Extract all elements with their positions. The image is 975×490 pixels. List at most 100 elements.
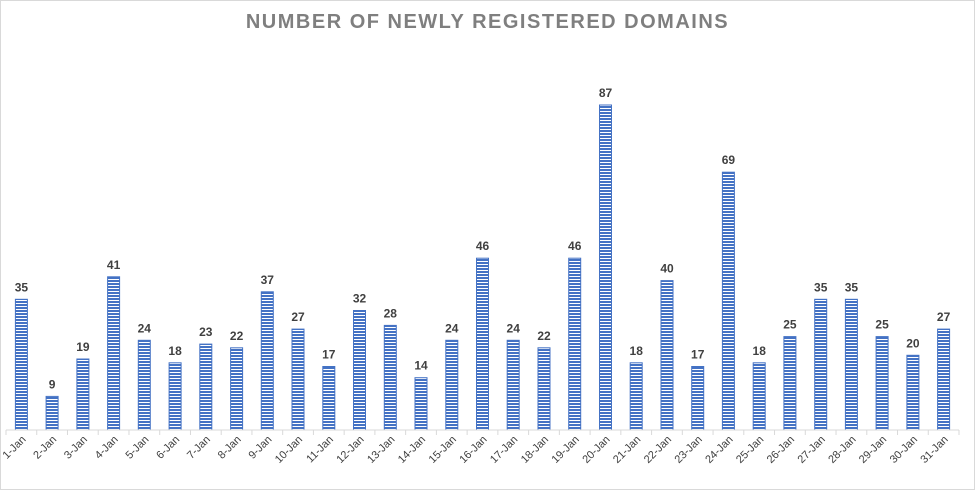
bars-group <box>14 104 951 431</box>
bar-6-Jan <box>168 362 182 431</box>
data-label-23-Jan: 17 <box>691 348 705 362</box>
x-tick-label-3-Jan: 3-Jan <box>62 434 90 462</box>
data-label-20-Jan: 87 <box>599 86 613 100</box>
bar-2-Jan <box>45 395 59 431</box>
chart-title: NUMBER OF NEWLY REGISTERED DOMAINS <box>245 11 730 33</box>
data-label-9-Jan: 37 <box>261 273 275 287</box>
data-label-5-Jan: 24 <box>138 321 152 335</box>
x-tick-label-25-Jan: 25-Jan <box>734 434 766 466</box>
x-tick-label-22-Jan: 22-Jan <box>642 434 674 466</box>
x-tick-label-12-Jan: 12-Jan <box>334 434 366 466</box>
data-label-13-Jan: 28 <box>384 306 398 320</box>
x-tick-label-4-Jan: 4-Jan <box>93 434 121 462</box>
x-tick-label-31-Jan: 31-Jan <box>918 434 950 466</box>
data-label-18-Jan: 22 <box>537 329 551 343</box>
data-label-29-Jan: 25 <box>875 318 889 332</box>
data-label-17-Jan: 24 <box>507 321 521 335</box>
data-label-28-Jan: 35 <box>845 280 859 294</box>
data-label-15-Jan: 24 <box>445 321 459 335</box>
bar-27-Jan <box>814 298 828 431</box>
bar-4-Jan <box>107 276 121 431</box>
x-tick-label-30-Jan: 30-Jan <box>888 434 920 466</box>
x-tick-label-13-Jan: 13-Jan <box>365 434 397 466</box>
x-tick-label-18-Jan: 18-Jan <box>519 434 551 466</box>
bar-28-Jan <box>844 298 858 431</box>
bar-18-Jan <box>537 347 551 431</box>
data-label-31-Jan: 27 <box>937 310 951 324</box>
x-tick-label-11-Jan: 11-Jan <box>304 434 336 466</box>
data-label-7-Jan: 23 <box>199 325 213 339</box>
x-tick-label-21-Jan: 21-Jan <box>611 434 643 466</box>
data-label-10-Jan: 27 <box>291 310 305 324</box>
data-label-19-Jan: 46 <box>568 239 582 253</box>
x-tick-label-17-Jan: 17-Jan <box>488 434 520 466</box>
x-tick-label-10-Jan: 10-Jan <box>273 434 305 466</box>
x-tick-label-26-Jan: 26-Jan <box>765 434 797 466</box>
bar-3-Jan <box>76 358 90 431</box>
bar-5-Jan <box>137 339 151 431</box>
bar-26-Jan <box>783 336 797 431</box>
x-tick-label-24-Jan: 24-Jan <box>703 434 735 466</box>
x-tick-label-27-Jan: 27-Jan <box>796 434 828 466</box>
x-tick-label-2-Jan: 2-Jan <box>31 434 59 462</box>
x-tick-label-29-Jan: 29-Jan <box>857 434 889 466</box>
bar-19-Jan <box>568 257 582 431</box>
x-tick-label-8-Jan: 8-Jan <box>216 434 244 462</box>
x-tick-label-1-Jan: 1-Jan <box>1 434 29 462</box>
data-label-21-Jan: 18 <box>630 344 644 358</box>
x-tick-label-14-Jan: 14-Jan <box>396 434 428 466</box>
data-label-2-Jan: 9 <box>49 377 56 391</box>
data-label-12-Jan: 32 <box>353 292 367 306</box>
bar-23-Jan <box>691 366 705 431</box>
bar-17-Jan <box>506 339 520 431</box>
bar-11-Jan <box>322 366 336 431</box>
data-label-14-Jan: 14 <box>414 359 428 373</box>
data-label-27-Jan: 35 <box>814 280 828 294</box>
bar-31-Jan <box>937 328 951 431</box>
bar-24-Jan <box>721 171 735 431</box>
x-tick-label-15-Jan: 15-Jan <box>427 434 459 466</box>
x-tick-label-28-Jan: 28-Jan <box>826 434 858 466</box>
x-tick-label-23-Jan: 23-Jan <box>673 434 705 466</box>
bar-16-Jan <box>476 257 489 431</box>
bar-8-Jan <box>230 347 244 431</box>
x-tick-label-7-Jan: 7-Jan <box>185 434 213 462</box>
data-label-22-Jan: 40 <box>660 262 674 276</box>
x-axis-ticks <box>5 430 960 435</box>
x-tick-label-20-Jan: 20-Jan <box>580 434 612 466</box>
bar-15-Jan <box>445 339 459 431</box>
bar-30-Jan <box>906 354 920 431</box>
x-tick-label-6-Jan: 6-Jan <box>154 434 182 462</box>
data-labels: 35 9 19 41 24 18 23 22 37 27 17 32 28 14 24 46 24 22 46 87 1… <box>15 86 951 391</box>
data-label-26-Jan: 25 <box>783 318 797 332</box>
data-label-11-Jan: 17 <box>322 348 336 362</box>
x-axis-labels: 1-Jan 2-Jan 3-Jan 4-Jan 5-Jan 6-Jan 7-Jan 8-Jan… <box>1 434 951 466</box>
data-label-24-Jan: 69 <box>722 153 736 167</box>
x-tick-label-9-Jan: 9-Jan <box>246 434 274 462</box>
data-label-25-Jan: 18 <box>753 344 767 358</box>
bar-1-Jan <box>14 298 28 431</box>
bar-22-Jan <box>660 280 674 431</box>
x-tick-label-19-Jan: 19-Jan <box>550 434 582 466</box>
bar-14-Jan <box>414 377 428 431</box>
bar-7-Jan <box>199 343 213 431</box>
data-label-16-Jan: 46 <box>476 239 490 253</box>
x-tick-label-5-Jan: 5-Jan <box>123 434 151 462</box>
data-label-8-Jan: 22 <box>230 329 244 343</box>
data-label-30-Jan: 20 <box>906 336 920 350</box>
data-label-3-Jan: 19 <box>76 340 90 354</box>
data-label-4-Jan: 41 <box>107 258 121 272</box>
bar-9-Jan <box>260 291 274 431</box>
data-label-6-Jan: 18 <box>168 344 182 358</box>
bar-10-Jan <box>291 328 305 431</box>
bar-29-Jan <box>875 336 889 431</box>
bar-21-Jan <box>629 362 643 431</box>
bar-25-Jan <box>752 362 766 431</box>
x-tick-label-16-Jan: 16-Jan <box>457 434 489 466</box>
bar-13-Jan <box>383 324 397 431</box>
bar-20-Jan <box>599 104 612 431</box>
data-label-1-Jan: 35 <box>15 280 29 294</box>
bar-12-Jan <box>353 310 366 431</box>
